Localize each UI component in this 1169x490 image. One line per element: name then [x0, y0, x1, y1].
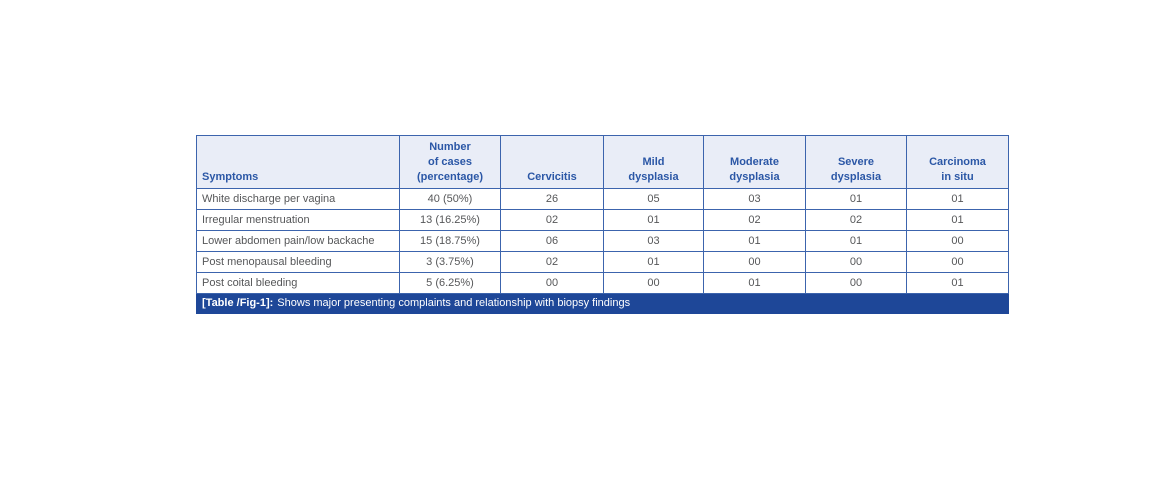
- table-row: Post coital bleeding 5 (6.25%) 00 00 01 …: [196, 272, 1009, 294]
- col-header-number-of-cases: Number of cases (percentage): [399, 135, 501, 189]
- col-header-moderate-dysplasia: Moderate dysplasia: [703, 135, 806, 189]
- cell-mild-dysplasia: 01: [603, 209, 704, 231]
- cell-number-of-cases: 5 (6.25%): [399, 272, 501, 294]
- col-header-mild-dysplasia: Mild dysplasia: [603, 135, 704, 189]
- cell-cervicitis: 00: [500, 272, 604, 294]
- cell-moderate-dysplasia: 01: [703, 230, 806, 252]
- cell-severe-dysplasia: 01: [805, 230, 907, 252]
- cell-carcinoma-in-situ: 01: [906, 209, 1009, 231]
- cell-carcinoma-in-situ: 00: [906, 251, 1009, 273]
- symptoms-biopsy-table: Symptoms Number of cases (percentage) Ce…: [196, 135, 1009, 314]
- cell-symptom: Irregular menstruation: [196, 209, 400, 231]
- cell-cervicitis: 26: [500, 188, 604, 210]
- table-row: Post menopausal bleeding 3 (3.75%) 02 01…: [196, 251, 1009, 273]
- cell-symptom: Post coital bleeding: [196, 272, 400, 294]
- cell-cervicitis: 02: [500, 251, 604, 273]
- cell-carcinoma-in-situ: 01: [906, 272, 1009, 294]
- header-row: Symptoms Number of cases (percentage) Ce…: [196, 135, 1009, 189]
- cell-carcinoma-in-situ: 01: [906, 188, 1009, 210]
- col-header-severe-dysplasia: Severe dysplasia: [805, 135, 907, 189]
- cell-mild-dysplasia: 01: [603, 251, 704, 273]
- cell-symptom: White discharge per vagina: [196, 188, 400, 210]
- cell-moderate-dysplasia: 00: [703, 251, 806, 273]
- cell-symptom: Post menopausal bleeding: [196, 251, 400, 273]
- caption-row: [Table /Fig-1]: Shows major presenting co…: [196, 293, 1009, 314]
- caption-label: [Table /Fig-1]:: [202, 297, 274, 309]
- cell-moderate-dysplasia: 02: [703, 209, 806, 231]
- cell-severe-dysplasia: 00: [805, 272, 907, 294]
- cell-cervicitis: 02: [500, 209, 604, 231]
- col-header-carcinoma-in-situ: Carcinoma in situ: [906, 135, 1009, 189]
- table-row: Irregular menstruation 13 (16.25%) 02 01…: [196, 209, 1009, 231]
- table-row: White discharge per vagina 40 (50%) 26 0…: [196, 188, 1009, 210]
- cell-cervicitis: 06: [500, 230, 604, 252]
- cell-number-of-cases: 13 (16.25%): [399, 209, 501, 231]
- cell-severe-dysplasia: 01: [805, 188, 907, 210]
- table-row: Lower abdomen pain/low backache 15 (18.7…: [196, 230, 1009, 252]
- cell-severe-dysplasia: 00: [805, 251, 907, 273]
- cell-number-of-cases: 3 (3.75%): [399, 251, 501, 273]
- cell-number-of-cases: 15 (18.75%): [399, 230, 501, 252]
- col-header-cervicitis: Cervicitis: [500, 135, 604, 189]
- cell-severe-dysplasia: 02: [805, 209, 907, 231]
- cell-carcinoma-in-situ: 00: [906, 230, 1009, 252]
- cell-moderate-dysplasia: 01: [703, 272, 806, 294]
- table-caption: [Table /Fig-1]: Shows major presenting co…: [196, 293, 1009, 314]
- cell-moderate-dysplasia: 03: [703, 188, 806, 210]
- cell-mild-dysplasia: 05: [603, 188, 704, 210]
- caption-text: Shows major presenting complaints and re…: [277, 297, 631, 309]
- col-header-symptoms: Symptoms: [196, 135, 400, 189]
- cell-symptom: Lower abdomen pain/low backache: [196, 230, 400, 252]
- cell-mild-dysplasia: 03: [603, 230, 704, 252]
- cell-mild-dysplasia: 00: [603, 272, 704, 294]
- table-fig-1: Symptoms Number of cases (percentage) Ce…: [196, 135, 1009, 314]
- cell-number-of-cases: 40 (50%): [399, 188, 501, 210]
